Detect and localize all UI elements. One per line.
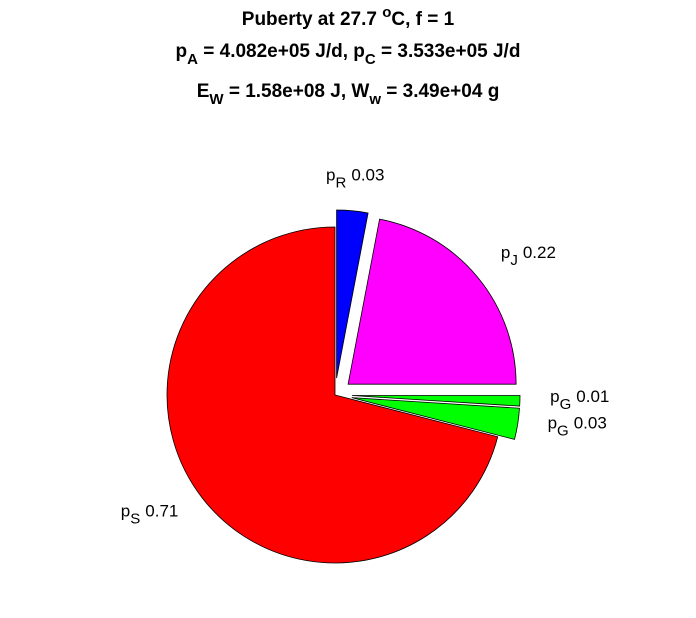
title-part: = 1.58e+08 J, W [224, 81, 370, 102]
title-part: Puberty at 27.7 [242, 9, 382, 30]
slice-name: pJ [501, 243, 518, 269]
slice-label: pJ 0.22 [501, 243, 556, 269]
slice-value: 0.03 [351, 166, 384, 185]
chart-title: Puberty at 27.7 oC, f = 1 [242, 4, 455, 30]
title-part: = 3.533e+05 J/d [376, 41, 521, 62]
slice-name: pS [121, 502, 140, 528]
title-part: = 4.082e+05 J/d, p [198, 41, 365, 62]
slice-name-sub: J [510, 252, 518, 269]
slice-name-sub: G [560, 396, 572, 413]
slice-label: pG 0.03 [548, 414, 607, 440]
chart-title: EW = 1.58e+08 J, Ww = 3.49e+04 g [197, 81, 500, 108]
slice-value: 0.01 [576, 387, 609, 406]
slice-label: pG 0.01 [550, 387, 609, 413]
chart-title: pA = 4.082e+05 J/d, pC = 3.533e+05 J/d [176, 41, 521, 68]
slice-name-base: p [121, 502, 130, 521]
slice-label: pR 0.03 [326, 166, 384, 192]
title-part: C, f = 1 [391, 9, 454, 30]
slice-name-base: p [326, 166, 335, 185]
pie-slice [351, 397, 520, 440]
slice-name-sub: S [130, 511, 140, 528]
slice-name-base: p [501, 243, 510, 262]
slice-value: 0.22 [523, 243, 556, 262]
title-part: E [197, 81, 210, 102]
slice-name: pG [548, 414, 569, 440]
slice-name-base: p [550, 387, 559, 406]
slice-name-base: p [548, 414, 557, 433]
slice-value: 0.71 [145, 502, 178, 521]
title-part: w [368, 91, 381, 108]
slice-name: pG [550, 387, 571, 413]
title-part: A [187, 51, 198, 68]
slice-name-sub: G [557, 423, 569, 440]
slice-value: 0.03 [574, 414, 607, 433]
slice-name-sub: R [336, 175, 347, 192]
slice-label: pS 0.71 [121, 502, 179, 528]
pie-slice [336, 209, 369, 379]
title-part: o [382, 4, 391, 21]
slice-name: pR [326, 166, 346, 192]
pie-slice [347, 218, 517, 385]
title-part: p [176, 41, 188, 62]
pie-slice [351, 395, 521, 407]
title-part: = 3.49e+04 g [381, 81, 499, 102]
pie-slice [166, 226, 499, 564]
title-part: C [365, 51, 376, 68]
title-part: W [209, 91, 224, 108]
